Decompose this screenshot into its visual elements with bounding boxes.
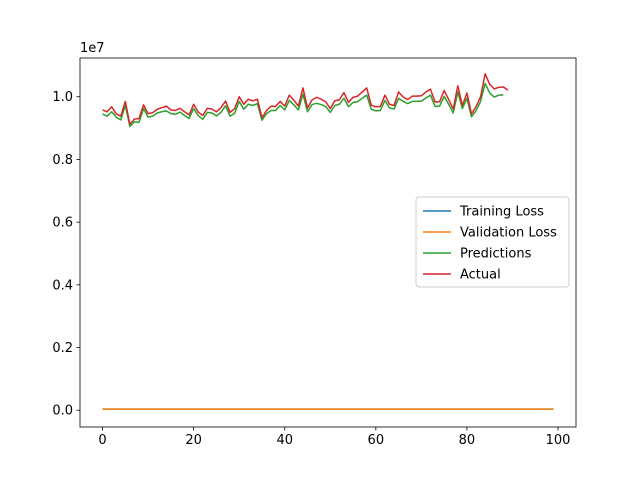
y-tick-label: 0.2	[52, 341, 73, 356]
x-tick-label: 60	[368, 433, 385, 448]
y-tick-label: 1.0	[52, 90, 73, 105]
y-tick-label: 0.6	[52, 216, 73, 231]
x-tick-label: 0	[98, 433, 106, 448]
series-line-actual	[102, 73, 509, 126]
legend-label: Predictions	[460, 247, 532, 262]
legend: Training Loss Validation Loss Predictions A…	[415, 196, 570, 288]
series-layer	[102, 73, 554, 410]
y-tick-label: 0.0	[52, 404, 73, 419]
plot-frame	[79, 57, 577, 428]
series-line-predictions	[102, 82, 504, 128]
x-tick-label: 80	[459, 433, 476, 448]
x-tick-label: 40	[276, 433, 293, 448]
x-tick-label: 20	[185, 433, 202, 448]
legend-label: Training Loss	[459, 205, 544, 220]
axes-layer: 0 20 40 60 80 100 0.0 0.2 0.4 0.6 0.8 1.0	[52, 57, 577, 448]
legend-label: Validation Loss	[460, 226, 557, 241]
y-tick-label: 0.4	[52, 278, 73, 293]
x-tick-label: 100	[546, 433, 571, 448]
y-axis-offset-label: 1e7	[80, 41, 105, 56]
legend-label: Actual	[460, 268, 501, 283]
y-tick-label: 0.8	[52, 153, 73, 168]
legend-box	[415, 196, 570, 288]
